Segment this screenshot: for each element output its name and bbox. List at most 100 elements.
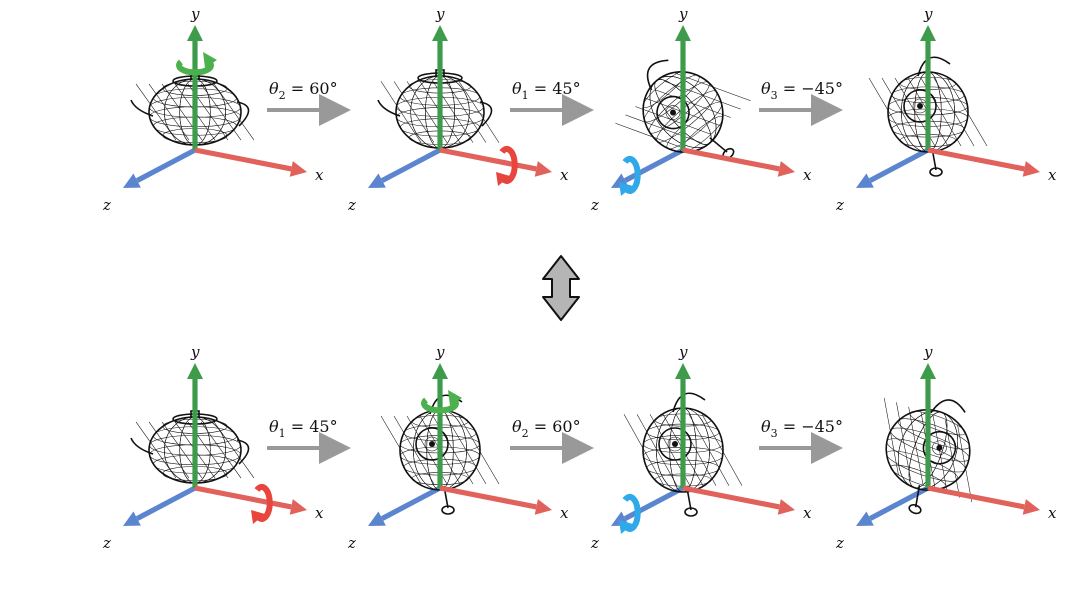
mesh-edge [393,81,435,143]
mesh-edge [200,83,242,141]
y-rotation-icon-head [448,390,462,406]
y-axis-label: y [190,5,200,23]
teapot-wireframe [615,59,751,160]
mesh-edge [908,406,924,485]
teapot-spout [686,487,692,511]
z-axis-arrow [856,485,930,526]
coordinate-frame: y x z [347,5,569,214]
mesh-meridian [898,410,958,490]
angle-label: θ3 = −45° [761,417,843,440]
teapot-knob [429,441,435,447]
x-axis-label: x [1048,166,1057,184]
y-axis-arrow-head [432,25,448,41]
x-axis-arrow-shaft [439,485,537,510]
teapot-spout [914,485,921,508]
teapot-handle [479,101,493,127]
mesh-edge [944,420,960,498]
mesh-edge [213,83,255,141]
z-axis-arrow-head [856,511,874,526]
mesh-edge [868,77,910,147]
teapot-body [615,59,751,160]
y-axis-label: y [923,343,933,361]
z-axis-arrow-head [368,511,386,526]
teapot-lid [922,430,957,465]
x-axis-arrow-shaft [927,147,1025,172]
angle-value: = −45° [778,417,843,436]
x-rotation-icon [496,145,518,186]
mesh-edge [200,421,242,479]
coordinate-frame: y x z [102,5,324,214]
angle-symbol: θ [269,417,279,436]
z-rotation-icon-head [619,182,633,196]
teapot-spout-tip [684,507,698,517]
teapot-spout [377,99,401,117]
mesh-edge [896,402,912,480]
teapot-lid [415,427,449,461]
angle-subscript: 1 [522,89,529,102]
x-axis-arrow-shaft [682,147,780,172]
mesh-edge [380,81,422,143]
z-rotation-icon-arc [622,155,641,194]
angle-subscript: 2 [279,89,286,102]
x-axis-arrow [439,485,552,515]
mesh-edge [932,415,948,494]
mesh-edge [380,415,422,485]
x-axis-arrow-head [1022,499,1040,515]
z-axis-label: z [835,534,844,552]
coordinate-frame: y x z [347,343,569,552]
z-axis-arrow [123,147,197,188]
y-axis-arrow [187,363,203,488]
double-headed-arrow-icon [542,255,580,321]
angle-value: = −45° [778,79,843,98]
teapot-lid-ring [932,440,947,456]
y-axis-arrow [920,25,936,150]
x-rotation-icon-arc [254,483,273,522]
teapot-spout [709,137,728,153]
z-axis-arrow [368,485,442,526]
z-axis-arrow-shaft [135,147,197,183]
angle-value: = 45° [529,79,581,98]
teapot-handle [646,59,669,91]
mesh-edge [623,414,665,486]
z-axis-arrow-head [368,173,386,188]
y-axis-arrow-shaft [192,41,198,150]
y-axis-arrow [432,25,448,150]
z-axis-arrow-shaft [380,485,442,521]
teapot-handle [930,399,966,414]
y-axis-arrow [187,25,203,150]
x-axis-label: x [315,166,324,184]
z-axis-arrow-head [123,173,141,188]
y-axis-arrow-head [432,363,448,379]
x-axis-arrow [439,147,552,177]
x-axis-arrow-head [1022,161,1040,177]
z-axis-arrow [611,485,685,526]
rotation-step: θ3 = −45° [759,79,843,126]
mesh-edge [635,106,711,135]
y-axis-arrow [432,363,448,488]
x-axis-arrow [927,147,1040,177]
y-axis-label: y [435,343,445,361]
mesh-edge [615,122,691,152]
x-axis-arrow-head [777,161,795,177]
y-axis-arrow-head [187,25,203,41]
y-axis-arrow-shaft [437,41,443,150]
y-axis-arrow-shaft [925,41,931,150]
mesh-ring [897,418,970,450]
rotation-step: θ2 = 60° [267,79,351,126]
equivalence-arrow [542,255,580,321]
x-rotation-icon-head [251,510,265,524]
z-axis-label: z [102,196,111,214]
x-axis-arrow [194,485,307,515]
rotation-step: θ1 = 45° [510,79,594,126]
angle-symbol: θ [512,417,522,436]
teapot-spout-tip [929,167,943,177]
mesh-edge [665,81,741,110]
y-rotation-icon-arc [176,59,214,76]
x-axis-arrow [194,147,307,177]
mesh-edge [688,414,730,486]
mesh-edge [135,83,177,141]
y-axis-arrow [675,25,691,150]
z-axis-arrow [123,485,197,526]
